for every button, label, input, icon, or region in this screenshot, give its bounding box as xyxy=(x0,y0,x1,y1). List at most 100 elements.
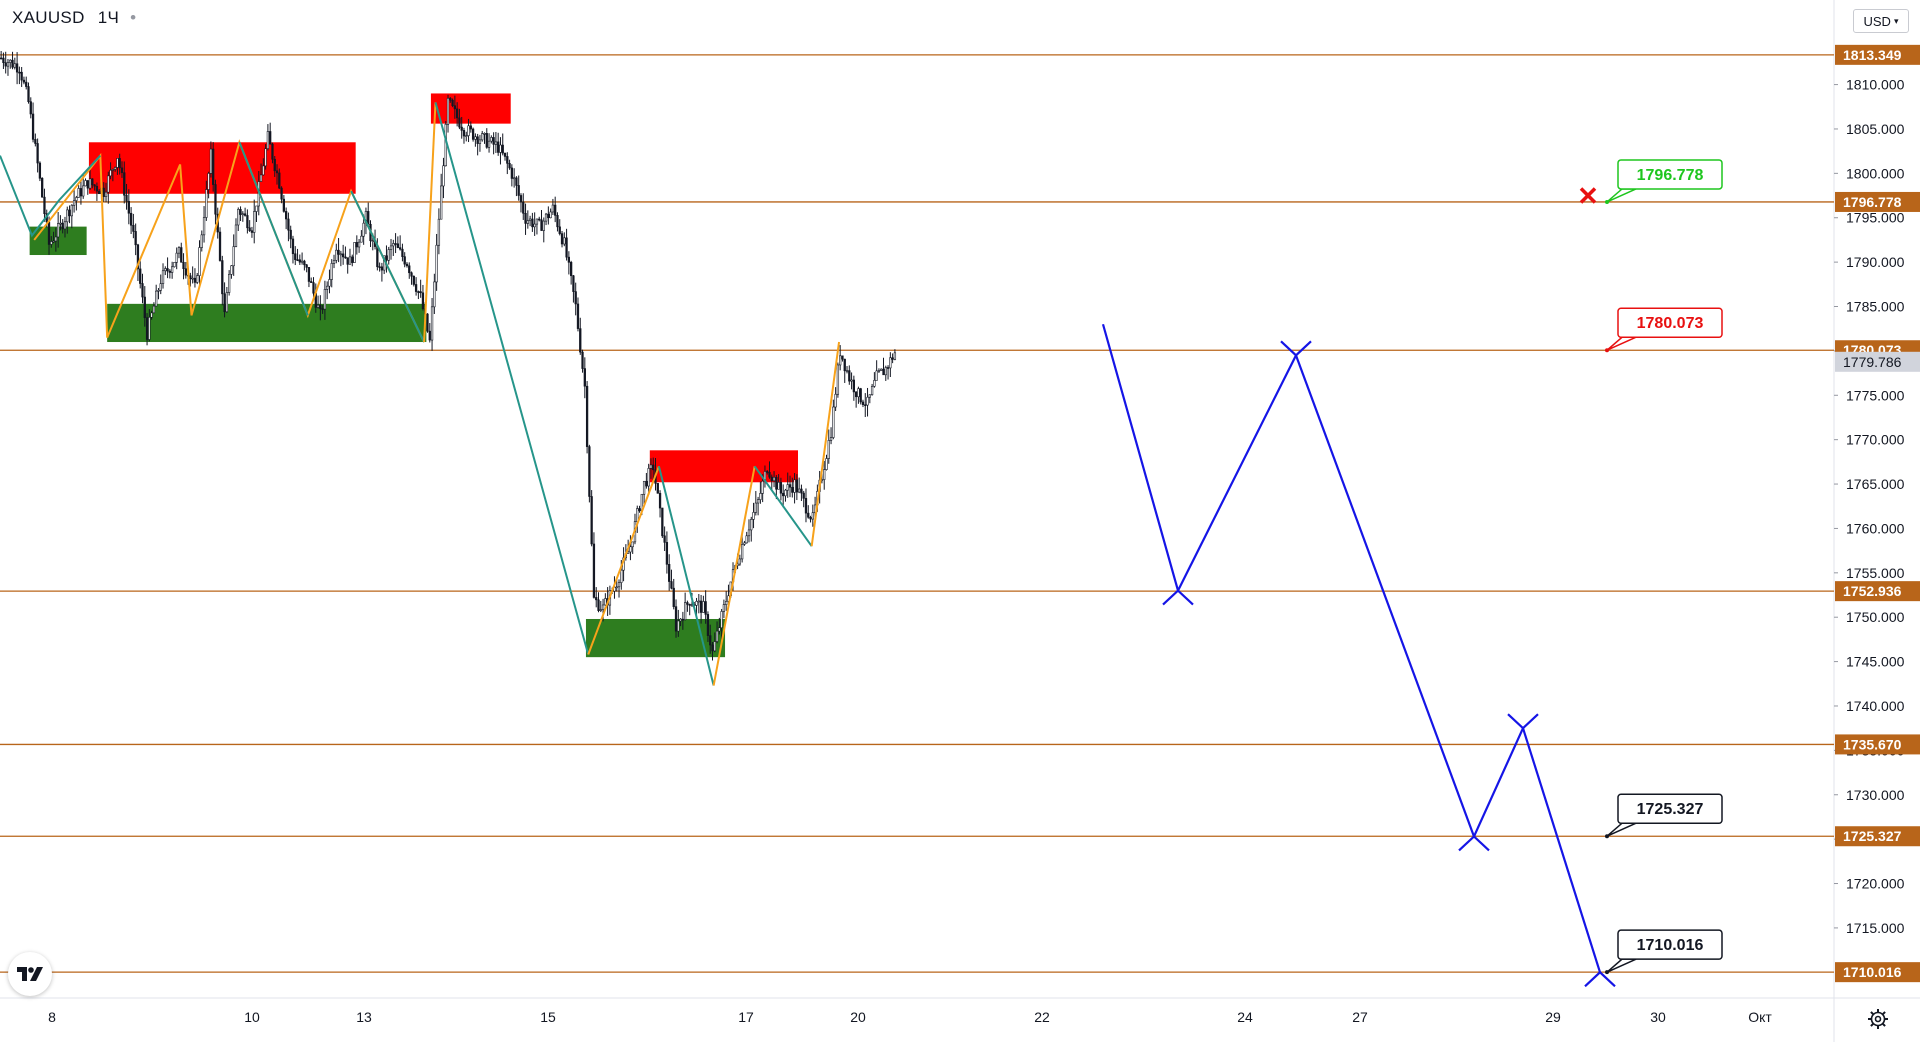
candle xyxy=(451,99,454,106)
demand-zone xyxy=(107,303,427,343)
candle xyxy=(310,281,313,283)
candle xyxy=(652,464,655,471)
level-label-bg xyxy=(1835,734,1920,755)
candle xyxy=(542,220,545,231)
tradingview-logo-button[interactable] xyxy=(8,952,52,996)
price-callout[interactable]: 1710.016 xyxy=(1605,929,1723,975)
candle xyxy=(677,620,680,632)
candle xyxy=(22,79,26,83)
time-tick-label: 13 xyxy=(356,1009,372,1025)
candle xyxy=(574,291,577,305)
price-callout[interactable]: 1725.327 xyxy=(1605,793,1723,839)
candle xyxy=(665,542,669,565)
target-callouts: 1796.778 1780.073 1725.327 1710.016 xyxy=(1579,159,1723,975)
candle xyxy=(79,188,83,197)
candle xyxy=(54,236,58,242)
teal-wave-line xyxy=(753,465,813,547)
settings-button[interactable] xyxy=(1864,1005,1892,1033)
price-callout[interactable]: 1780.073 xyxy=(1605,307,1723,353)
price-axis: 1810.000 1805.000 1800.000 1795.000 1790.000… xyxy=(1834,44,1920,983)
candle xyxy=(175,252,178,263)
candle xyxy=(280,187,283,200)
candle xyxy=(221,260,224,295)
candle xyxy=(319,304,322,310)
candle xyxy=(417,291,420,293)
callout-text: 1780.073 xyxy=(1637,315,1704,332)
candle xyxy=(408,265,411,274)
callout-box xyxy=(1617,929,1723,960)
candle xyxy=(339,253,342,256)
candle xyxy=(620,569,623,583)
candle xyxy=(503,152,507,157)
candle xyxy=(476,136,479,144)
candle xyxy=(560,233,564,245)
candle xyxy=(344,256,347,259)
time-tick-label: 10 xyxy=(244,1009,260,1025)
candle xyxy=(346,257,349,265)
cross-stroke xyxy=(1579,187,1597,204)
level-label-text: 1725.327 xyxy=(1843,828,1902,844)
candle xyxy=(239,209,242,215)
callout-text: 1725.327 xyxy=(1637,801,1704,818)
candle xyxy=(207,173,210,190)
candle xyxy=(15,63,19,73)
candle xyxy=(291,238,295,255)
candle xyxy=(772,476,776,482)
candle xyxy=(471,128,475,140)
orange-wave-line xyxy=(810,341,841,547)
candle xyxy=(848,370,851,382)
level-price-label: 1710.016 xyxy=(1835,962,1920,983)
candle xyxy=(460,126,463,131)
candle xyxy=(668,564,671,582)
candle xyxy=(791,486,794,493)
symbol-title: XAUUSD 1Ч • xyxy=(12,8,136,28)
candle xyxy=(524,212,527,224)
candle xyxy=(834,393,837,408)
candle xyxy=(102,187,105,197)
candle xyxy=(351,256,354,263)
candle xyxy=(376,246,379,268)
currency-select[interactable]: USD ▾ xyxy=(1853,9,1909,33)
candle xyxy=(218,231,222,261)
candle xyxy=(446,97,450,125)
candle xyxy=(590,496,593,545)
wave-lines xyxy=(0,102,841,686)
candle xyxy=(72,200,76,206)
candle xyxy=(95,185,99,192)
candle xyxy=(262,165,265,176)
forecast-segment xyxy=(1294,354,1476,837)
time-tick-label: 24 xyxy=(1237,1009,1253,1025)
candle xyxy=(348,256,352,265)
candle xyxy=(6,62,10,67)
gear-icon xyxy=(1868,1009,1888,1029)
candle xyxy=(585,385,589,447)
candle xyxy=(66,209,69,223)
candle xyxy=(36,143,39,164)
candle xyxy=(27,86,30,102)
candle xyxy=(807,512,810,518)
candle xyxy=(389,245,393,250)
candle xyxy=(132,224,135,232)
price-tick-label: 1810.000 xyxy=(1846,77,1905,93)
candle xyxy=(168,270,172,273)
candle xyxy=(884,367,887,376)
cross-icon xyxy=(1579,187,1597,204)
candle xyxy=(540,219,543,231)
candle xyxy=(298,259,301,263)
candle xyxy=(173,262,176,268)
candle xyxy=(410,272,413,277)
price-callout[interactable]: 1796.778 xyxy=(1605,159,1723,204)
candle xyxy=(353,242,356,263)
candle xyxy=(809,516,812,520)
candle xyxy=(720,611,723,629)
candle xyxy=(882,368,885,376)
candle xyxy=(841,355,844,360)
candle xyxy=(804,498,808,514)
candle xyxy=(264,148,267,167)
candle xyxy=(50,241,53,245)
candle xyxy=(750,519,753,531)
candle xyxy=(638,508,641,512)
orange-wave-line xyxy=(33,139,425,343)
